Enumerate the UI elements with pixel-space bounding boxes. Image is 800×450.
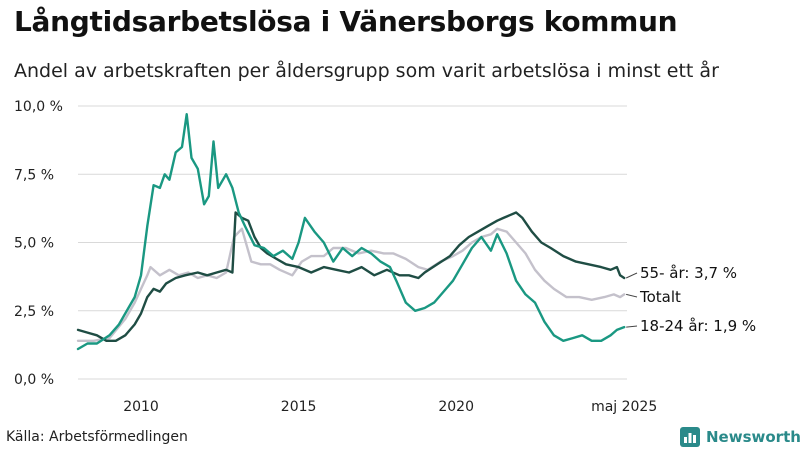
x-tick-label: 2010 (123, 399, 159, 415)
series-end-label: Totalt (639, 288, 681, 306)
series-end-label: 55- år: 3,7 % (640, 264, 737, 282)
brand-name: Newsworthy (706, 428, 800, 446)
x-axis-ticks: 2010 2015 2020 maj 2025 (123, 399, 657, 415)
y-tick-label: 5,0 % (14, 236, 54, 252)
source-note: Källa: Arbetsförmedlingen (6, 429, 188, 445)
series-end-label: 18-24 år: 1,9 % (640, 317, 756, 335)
label-connector (626, 325, 638, 328)
x-tick-label: 2015 (281, 399, 317, 415)
series-line-age18_24 (76, 112, 626, 351)
series-lines (76, 112, 626, 351)
page-title: Långtidsarbetslösa i Vänersborgs kommun (14, 5, 678, 38)
y-tick-label: 0,0 % (14, 372, 54, 388)
y-tick-label: 10,0 % (14, 99, 63, 115)
x-tick-label: 2020 (438, 399, 474, 415)
grid-lines (78, 105, 627, 380)
label-connector (626, 293, 638, 298)
series-line-age55 (76, 211, 626, 342)
label-connector (625, 272, 638, 279)
y-axis-ticks: 0,0 % 2,5 % 5,0 % 7,5 % 10,0 % (14, 99, 63, 388)
x-tick-label: maj 2025 (591, 399, 657, 415)
y-tick-label: 2,5 % (14, 304, 54, 320)
y-tick-label: 7,5 % (14, 167, 54, 183)
bar-chart-icon (680, 427, 700, 447)
brand-logo: Newsworthy (680, 427, 800, 447)
page-subtitle: Andel av arbetskraften per åldersgrupp s… (14, 60, 719, 82)
series-end-labels: Totalt 55- år: 3,7 % 18-24 år: 1,9 % (625, 264, 756, 335)
series-line-total (76, 227, 626, 342)
